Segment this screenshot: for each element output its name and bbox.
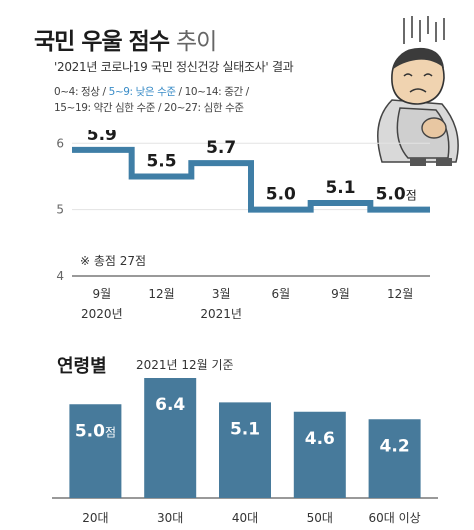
- x-tick-month: 9월: [331, 287, 350, 301]
- bar-value-label: 5.1: [230, 419, 260, 439]
- x-tick-year: 2021년: [200, 307, 242, 321]
- line-series: [72, 146, 430, 213]
- y-tick-label: 6: [56, 136, 64, 150]
- x-tick-month: 12월: [387, 287, 413, 301]
- x-tick-month: 12월: [148, 287, 174, 301]
- legend-low: 5~9: 낮은 수준: [108, 86, 176, 98]
- unit-label: 점: [105, 425, 116, 439]
- survey-subtitle: '2021년 코로나19 국민 정신건강 실태조사' 결과: [54, 60, 294, 74]
- line-value-labels: 5.9 5.5 5.7 5.0 5.1 5.0점: [87, 130, 417, 205]
- age-chart-subtitle: 2021년 12월 기준: [136, 358, 234, 372]
- value-label: 5.1: [325, 178, 355, 198]
- value-label: 5.5: [146, 151, 176, 171]
- bar: [293, 411, 346, 498]
- bar: [368, 419, 421, 498]
- bar-value-label: 4.2: [380, 436, 410, 456]
- depressed-person-illustration: [377, 16, 459, 166]
- line-x-axis: 9월 2020년 12월 3월 2021년 6월 9월 12월: [81, 287, 413, 321]
- bar-value-label: 6.4: [155, 395, 185, 415]
- value-label: 5.0: [266, 185, 296, 205]
- bar-category-label: 50대: [307, 511, 333, 525]
- legend-line-1: 0~4: 정상 / 5~9: 낮은 수준 / 10~14: 중간 /: [54, 84, 249, 100]
- step-line: [72, 146, 430, 213]
- y-tick-label: 5: [56, 203, 64, 217]
- x-tick-year: 2020년: [81, 307, 123, 321]
- total-score-note: ※ 총점 27점: [80, 254, 147, 268]
- bar-value-label: 5.0점: [75, 421, 116, 441]
- value-label: 5.0점: [376, 185, 417, 205]
- bar: [219, 402, 271, 498]
- unit-label: 점: [406, 189, 417, 203]
- age-chart-title: 연령별: [57, 356, 107, 377]
- bar-category-label: 20대: [82, 511, 108, 525]
- line-y-axis: 6 5 4: [56, 136, 64, 283]
- x-tick-month: 6월: [271, 287, 290, 301]
- age-bar-chart: 5.0점 20대 6.4 30대 5.1 40대 4.6 50대 4.2 60대 이상: [52, 378, 438, 525]
- page-title: 국민 우울 점수 추이: [34, 22, 217, 56]
- legend-mid: / 10~14: 중간 /: [175, 86, 250, 98]
- value-label: 5.7: [206, 138, 236, 158]
- y-tick-label: 4: [56, 269, 64, 283]
- bar-value-label: 4.6: [305, 429, 335, 449]
- bar: [69, 404, 122, 498]
- x-tick-month: 3월: [212, 287, 231, 301]
- value-label: 5.9: [87, 130, 117, 145]
- bar-category-label: 40대: [232, 511, 258, 525]
- x-tick-month: 9월: [92, 287, 111, 301]
- bar-category-label: 30대: [157, 511, 183, 525]
- bar: [144, 378, 197, 498]
- title-main: 국민 우울 점수: [34, 29, 170, 55]
- line-chart: 6 5 4 5.9 5.5 5.7 5.0 5.1 5.0점 9월 2020년 12월 3월 2021…: [56, 130, 430, 321]
- legend-normal: 0~4: 정상 /: [54, 86, 109, 98]
- score-legend: 0~4: 정상 / 5~9: 낮은 수준 / 10~14: 중간 / 15~19…: [54, 84, 249, 116]
- bar-category-label: 60대 이상: [368, 511, 420, 525]
- title-suffix: 추이: [176, 29, 217, 55]
- legend-line-2: 15~19: 약간 심한 수준 / 20~27: 심한 수준: [54, 102, 244, 114]
